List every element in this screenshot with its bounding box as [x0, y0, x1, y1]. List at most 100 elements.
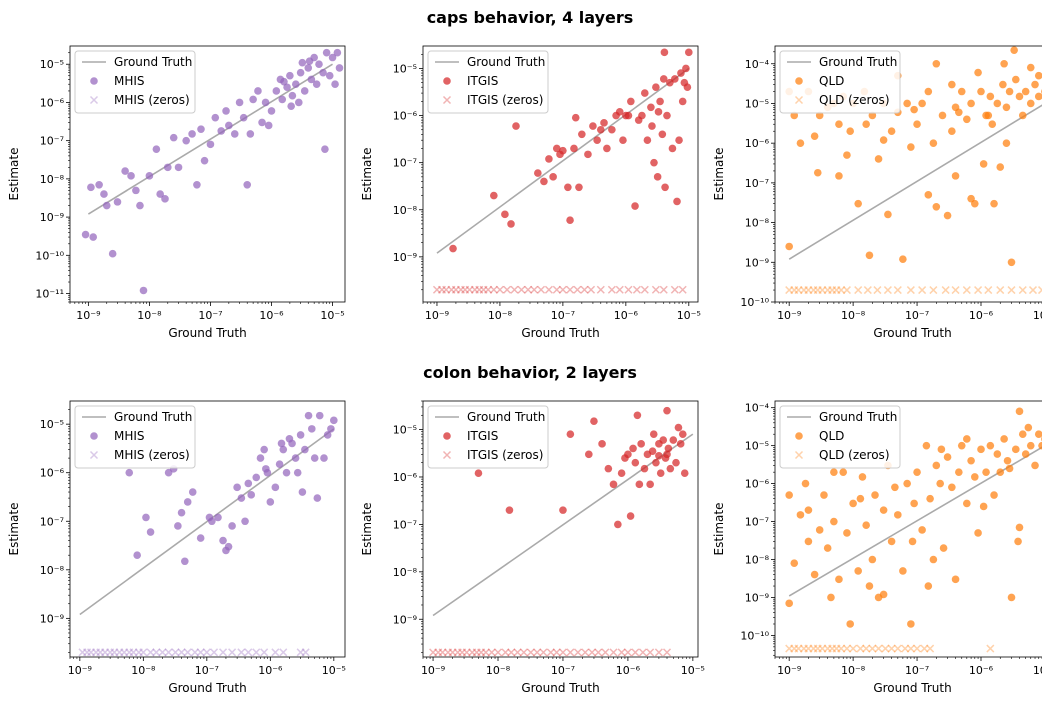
data-point: [624, 111, 633, 120]
data-point: [293, 468, 302, 477]
data-point: [102, 201, 111, 210]
zero-marker: [607, 285, 616, 294]
data-point: [810, 132, 819, 140]
zero-marker: [493, 648, 503, 657]
data-point: [589, 122, 597, 130]
subplot-1-1: 10⁻⁹ 10⁻⁸ 10⁻⁷ 10⁻⁶ 10⁻⁵ 10⁻⁹ 10⁻⁸ 10⁻⁷ 10⁻⁶ 10⁻⁵…: [360, 400, 705, 695]
zero-marker: [96, 648, 105, 657]
zero-marker: [609, 648, 618, 657]
data-point: [996, 163, 1005, 171]
data-point: [932, 461, 941, 470]
zero-marker: [501, 648, 510, 657]
data-point: [675, 136, 683, 144]
data-point: [505, 506, 514, 514]
data-point: [865, 251, 874, 260]
zero-marker: [893, 644, 902, 653]
data-point: [315, 60, 323, 69]
data-point: [948, 483, 956, 492]
data-point: [596, 125, 605, 134]
zero-marker: [468, 648, 477, 657]
data-point: [957, 441, 966, 450]
x-tick-label: 10⁻⁸: [841, 309, 866, 322]
zero-marker: [228, 313, 235, 320]
zero-marker: [842, 286, 851, 295]
zero-marker: [828, 644, 837, 653]
data-point: [990, 199, 998, 208]
data-point: [252, 473, 261, 482]
zero-marker: [164, 648, 173, 657]
data-point: [585, 450, 593, 459]
legend: Ground Truth QLD QLD (zeros): [779, 50, 901, 114]
data-point: [673, 197, 681, 206]
legend-label: Ground Truth: [819, 55, 897, 69]
zero-marker: [252, 648, 261, 657]
data-point: [286, 71, 294, 80]
data-point: [858, 473, 867, 481]
zero-marker: [594, 648, 603, 657]
zero-marker: [228, 648, 237, 657]
x-tick-label: 10⁻⁹: [421, 664, 445, 677]
data-point: [604, 464, 613, 473]
data-point: [823, 544, 832, 552]
data-point: [283, 83, 291, 92]
legend-label: QLD: [819, 74, 844, 88]
data-point: [676, 440, 685, 448]
data-point: [678, 97, 687, 106]
data-point: [230, 130, 239, 138]
zero-marker: [443, 648, 453, 657]
data-point: [938, 111, 947, 120]
data-point: [846, 620, 854, 628]
data-point: [182, 136, 190, 145]
y-tick-label: 10⁻⁵: [40, 418, 64, 431]
zero-marker: [456, 285, 465, 294]
data-point: [951, 172, 960, 180]
data-point: [627, 97, 635, 106]
ground-truth-line: [87, 63, 333, 215]
data-point: [301, 445, 309, 454]
zero-marker: [181, 313, 188, 320]
zero-marker: [108, 313, 115, 320]
data-point: [545, 155, 553, 163]
x-tick-label: 10⁻⁶: [616, 664, 641, 677]
zero-marker: [837, 644, 846, 653]
data-point: [333, 48, 342, 57]
data-point: [884, 210, 892, 219]
zero-marker: [659, 285, 668, 294]
x-tick-label: 10⁻⁷: [551, 309, 575, 322]
legend-label: Ground Truth: [467, 55, 545, 69]
data-point: [188, 488, 197, 496]
y-tick-label: 10⁻⁸: [745, 217, 770, 230]
y-tick-label: 10⁻⁶: [40, 96, 65, 109]
data-point: [835, 120, 843, 129]
x-axis-label: Ground Truth: [168, 326, 246, 340]
zero-marker: [530, 285, 539, 294]
data-point: [291, 454, 300, 462]
y-tick-label: 10⁻⁹: [40, 612, 64, 625]
data-point: [647, 103, 655, 112]
zero-marker: [809, 286, 818, 295]
data-point: [1026, 63, 1035, 72]
data-point: [570, 144, 578, 153]
zero-marker: [873, 286, 882, 295]
data-point: [846, 127, 854, 136]
zero-marker: [125, 648, 134, 657]
legend-label: ITGIS: [467, 74, 498, 88]
zero-marker: [210, 648, 219, 657]
x-axis-label: Ground Truth: [521, 681, 599, 695]
zero-marker: [510, 285, 519, 294]
data-point: [677, 69, 685, 77]
data-point: [559, 506, 567, 514]
x-tick-label: 10⁻⁹: [68, 664, 92, 677]
x-axis-label: Ground Truth: [873, 326, 951, 340]
zero-marker: [447, 285, 456, 294]
zero-marker: [477, 648, 486, 657]
data-point: [145, 172, 154, 180]
axes-frame: [69, 45, 346, 303]
data-point: [629, 444, 637, 453]
data-point: [785, 242, 793, 251]
zero-marker: [539, 648, 548, 657]
zero-marker: [951, 286, 960, 295]
data-point: [907, 143, 915, 151]
data-point: [957, 87, 966, 96]
data-point: [951, 575, 960, 584]
